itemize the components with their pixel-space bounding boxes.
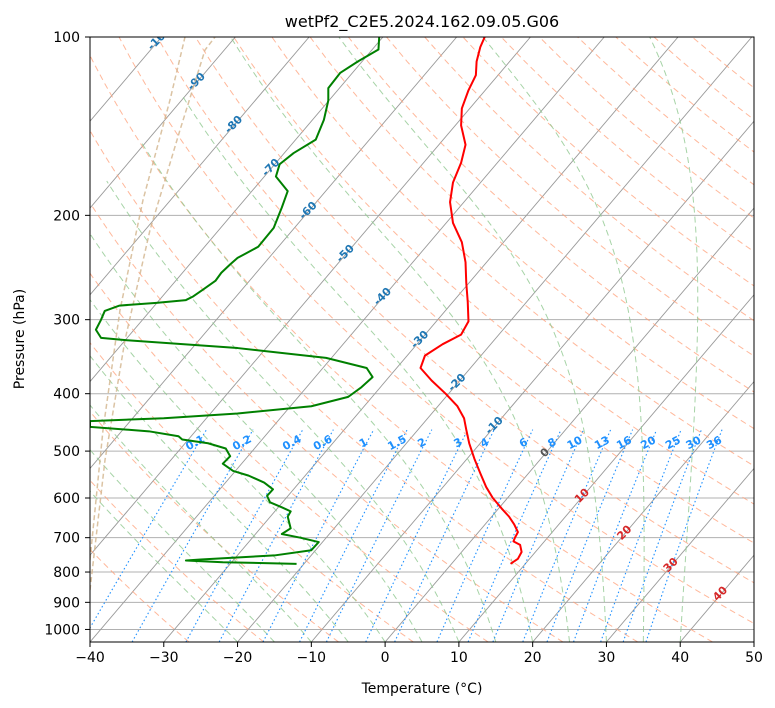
dry-adiabat-line — [90, 54, 713, 642]
y-tick-label: 1000 — [44, 622, 80, 638]
x-tick-label: −10 — [297, 650, 327, 666]
dry-adiabat-line — [309, 37, 754, 430]
mixing-ratio-label: 30 — [684, 433, 704, 452]
profiles — [90, 37, 523, 565]
mixing-ratio-lines: 0.1 0.2 0.4 0.6 1 1.5 2 3 4 6 8 10 13 16 20 25 30 36 — [90, 429, 724, 642]
y-tick-label: 300 — [53, 313, 80, 329]
dry-adiabat-line — [90, 129, 639, 642]
dry-adiabat-line — [271, 37, 754, 467]
mixing-ratio-label: 16 — [614, 433, 634, 452]
moist-adiabat-line — [90, 490, 238, 642]
isotherm-line — [237, 37, 753, 642]
mixing-ratio-label: 36 — [704, 433, 724, 452]
isobar-grid — [90, 37, 754, 630]
dry-adiabat-line — [156, 37, 754, 584]
dry-adiabats — [90, 37, 754, 642]
y-tick-label: 800 — [53, 565, 80, 581]
isotherm-line — [90, 37, 236, 209]
mixing-ratio-label: 10 — [565, 433, 585, 452]
dry-adiabat-line — [90, 548, 190, 642]
moist-adiabat-line — [90, 404, 312, 642]
plot-area: 0.1 0.2 0.4 0.6 1 1.5 2 3 4 6 8 10 13 16 20 25 30 36-100-… — [90, 37, 754, 642]
x-tick-label: 0 — [381, 650, 390, 666]
isotherm-line — [606, 467, 754, 642]
mixing-ratio-line — [622, 429, 702, 642]
x-tick-label: −30 — [149, 650, 179, 666]
mixing-ratio-line — [600, 429, 682, 642]
dry-adiabat-line — [195, 37, 754, 544]
y-tick-label: 900 — [53, 595, 80, 611]
dry-adiabat-line — [90, 479, 265, 642]
moist-adiabat-line — [106, 180, 460, 642]
x-tick-label: 40 — [671, 650, 689, 666]
isotherm-line — [90, 37, 458, 470]
x-tick-label: 30 — [598, 650, 616, 666]
moist-adiabat-line — [90, 232, 423, 642]
mixing-ratio-line — [218, 429, 334, 642]
y-axis-label: Pressure (hPa) — [12, 289, 28, 389]
moist-adiabat-line — [90, 354, 349, 642]
temperature-profile — [419, 37, 523, 565]
mixing-ratio-label: 20 — [638, 433, 658, 452]
mixing-ratio-line — [325, 429, 433, 642]
y-tick-label: 100 — [53, 30, 80, 46]
isotherm-line — [163, 37, 679, 642]
dry-adiabat-line — [462, 37, 754, 287]
lcl-curve — [90, 37, 186, 561]
moist-adiabat-line — [649, 37, 699, 642]
x-tick-label: −40 — [75, 650, 105, 666]
mixing-ratio-line — [492, 429, 585, 642]
mixing-ratio-line — [467, 429, 562, 642]
mixing-ratio-line — [645, 429, 723, 642]
isotherm-line — [90, 37, 531, 556]
isotherm-line — [532, 380, 754, 642]
mixing-ratio-label: 25 — [663, 433, 683, 452]
mixing-ratio-line — [131, 429, 254, 642]
moist-adiabats — [90, 37, 699, 642]
y-tick-label: 700 — [53, 531, 80, 547]
lcl-curves — [90, 37, 216, 591]
moist-adiabat-line — [181, 94, 534, 642]
x-tick-label: 50 — [745, 650, 763, 666]
moist-adiabat-line — [338, 37, 607, 642]
moist-adiabat-line — [230, 37, 571, 642]
moist-adiabat-line — [90, 449, 275, 642]
x-axis-label: Temperature (°C) — [361, 681, 483, 697]
dry-adiabat-line — [90, 272, 489, 642]
mixing-ratio-label: 13 — [592, 433, 612, 452]
dry-adiabat-line — [118, 37, 754, 625]
moist-adiabat-line — [482, 37, 645, 642]
isotherm-line — [90, 37, 310, 296]
x-tick-label: 20 — [524, 650, 542, 666]
mixing-ratio-line — [394, 429, 495, 642]
mixing-ratio-line — [365, 429, 469, 642]
isotherm-line — [458, 294, 754, 642]
mixing-ratio-line — [436, 429, 534, 642]
y-tick-label: 200 — [53, 208, 80, 224]
axes-frame — [89, 36, 755, 643]
isotherm-line — [384, 207, 754, 642]
dry-adiabat-line — [90, 341, 414, 642]
mixing-ratio-line — [262, 429, 375, 642]
moist-adiabat-line — [90, 298, 386, 642]
lcl-curve — [90, 37, 216, 591]
dry-adiabat-line — [90, 202, 564, 642]
x-tick-label: −20 — [223, 650, 253, 666]
dewpoint-profile — [90, 37, 381, 565]
mixing-ratio-line — [299, 429, 408, 642]
y-tick-label: 600 — [53, 491, 80, 507]
x-tick-label: 10 — [450, 650, 468, 666]
y-tick-label: 400 — [53, 387, 80, 403]
y-tick-label: 500 — [53, 444, 80, 460]
moist-adiabat-line — [140, 141, 497, 642]
mixing-ratio-line — [90, 429, 207, 629]
axis-ticks: −40 −30 −20 −10 0 10 20 30 40 50 100 200 300 400 500 60… — [44, 30, 763, 666]
dry-adiabat-line — [233, 37, 754, 505]
chart-title: wetPf2_C2E5.2024.162.09.05.G06 — [285, 12, 559, 32]
